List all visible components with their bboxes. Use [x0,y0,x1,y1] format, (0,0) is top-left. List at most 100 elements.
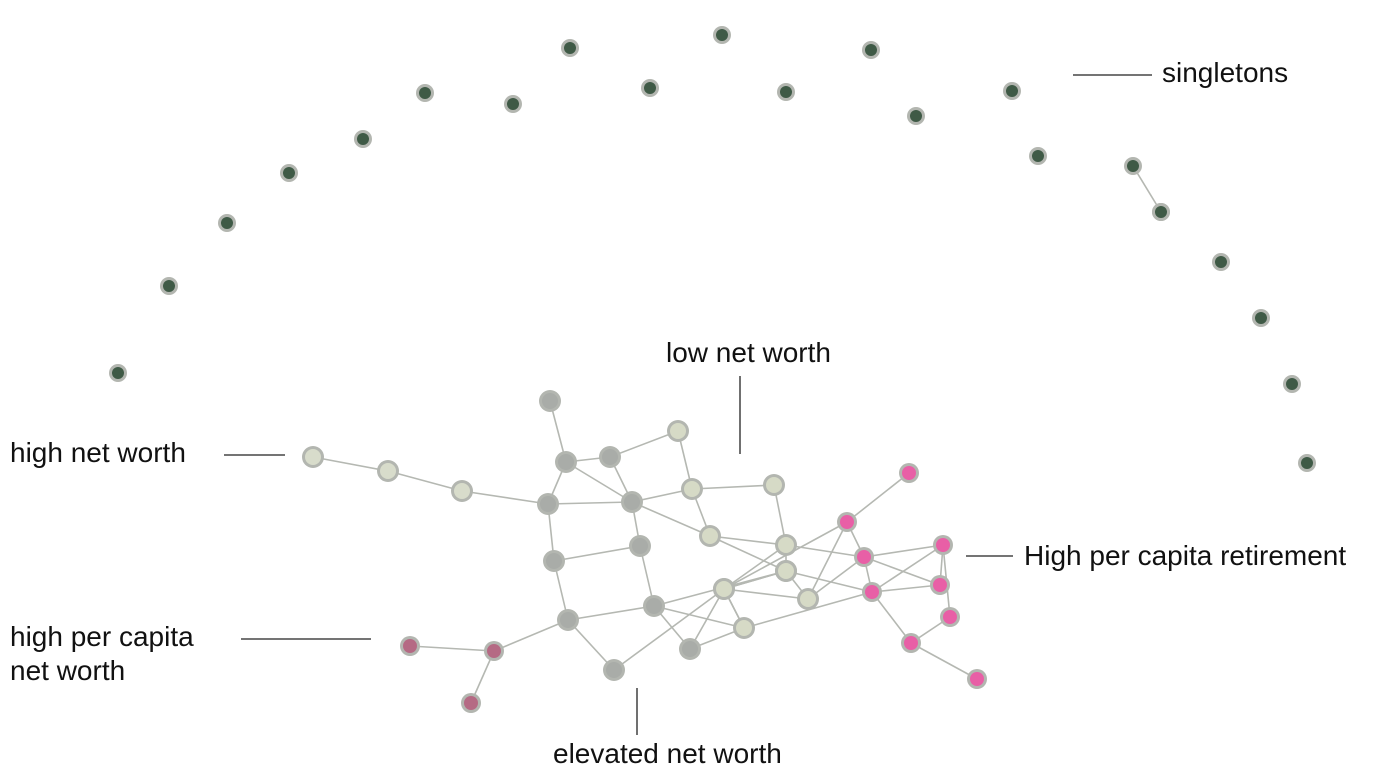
node-low-net-worth-l7 [713,578,735,600]
node-core [454,483,470,499]
node-core [558,454,574,470]
node-retirement-r1 [837,512,857,532]
node-core [716,29,728,41]
node-singleton-s21 [1283,375,1301,393]
node-retirement-r4 [930,575,950,595]
node-core [403,639,417,653]
edge-e2-e5 [565,461,633,503]
per-capita-label-line2: net worth [10,655,126,686]
node-retirement-r2 [854,547,874,567]
node-core [542,393,558,409]
node-core [780,86,792,98]
node-core [487,644,501,658]
node-core [283,167,295,179]
node-core [766,477,782,493]
node-elevated-e7 [629,535,651,557]
node-core [606,662,622,678]
high-net-worth-label: high net worth [10,437,186,468]
node-retirement-r8 [940,607,960,627]
edge-l5-l7 [723,544,787,590]
edge-l8-r3 [785,570,873,593]
edge-l3-l8 [709,535,787,572]
node-singleton-s4 [280,164,298,182]
per-capita-label-line1: high per capita [10,621,194,652]
node-retirement-r7 [901,633,921,653]
node-core [419,87,431,99]
low-net-worth-label: low net worth [666,337,831,368]
node-per-capita-p3 [461,693,481,713]
node-singleton-s7 [504,95,522,113]
edge-e6-e7 [553,545,641,562]
node-core [507,98,519,110]
edge-e8-p2 [493,619,569,652]
node-core [865,44,877,56]
node-singleton-s18 [1124,157,1142,175]
node-singleton-s6 [416,84,434,102]
node-core [380,463,396,479]
node-low-net-worth-l2 [681,478,703,500]
node-core [546,553,562,569]
node-low-net-worth-l9 [733,617,755,639]
edge-r2-r6 [863,544,944,558]
node-singleton-s13 [907,107,925,125]
node-singleton-s2 [160,277,178,295]
node-elevated-e4 [599,446,621,468]
edge-l2-l4 [691,484,775,490]
node-elevated-e9 [643,595,665,617]
node-core [936,538,950,552]
node-core [865,585,879,599]
node-core [800,591,816,607]
node-core [602,449,618,465]
edge-e3-e5 [547,501,633,505]
edge-r7-r9 [910,642,978,680]
node-core [684,481,700,497]
leader-lines [224,74,1152,735]
node-singleton-s12 [862,41,880,59]
node-core [933,578,947,592]
node-per-capita-p2 [484,641,504,661]
node-core [646,598,662,614]
node-core [970,672,984,686]
node-core [840,515,854,529]
node-core [560,612,576,628]
node-core [902,466,916,480]
node-singleton-s22 [1152,203,1170,221]
node-core [624,494,640,510]
node-high-net-worth-h1 [302,446,324,468]
node-retirement-r3 [862,582,882,602]
node-core [305,449,321,465]
node-low-net-worth-l1 [667,420,689,442]
edge-e8-e9 [567,605,655,621]
node-core [564,42,576,54]
node-core [644,82,656,94]
edge-h3-e3 [461,490,549,505]
elevated-net-worth-label: elevated net worth [553,738,782,769]
edge-l10-r1 [807,521,848,600]
node-core [904,636,918,650]
per-capita-label: high per capita net worth [10,620,194,688]
node-low-net-worth-l5 [775,534,797,556]
node-singleton-s8 [561,39,579,57]
node-core [357,133,369,145]
node-elevated-e10 [603,659,625,681]
node-per-capita-p1 [400,636,420,656]
node-core [1127,160,1139,172]
node-singleton-s14 [1003,82,1021,100]
node-core [163,280,175,292]
node-core [857,550,871,564]
edge-e10-e12 [613,588,725,671]
node-core [221,217,233,229]
edge-r1-r5 [846,472,910,523]
node-singleton-s10 [713,26,731,44]
node-core [716,581,732,597]
node-low-net-worth-l8 [775,560,797,582]
edge-l10-r2 [807,556,865,600]
node-core [1215,256,1227,268]
node-low-net-worth-l4 [763,474,785,496]
node-low-net-worth-l3 [699,525,721,547]
node-core [778,537,794,553]
node-elevated-e6 [543,550,565,572]
node-core [1255,312,1267,324]
edge-e4-l1 [609,430,679,458]
node-elevated-e3 [537,493,559,515]
